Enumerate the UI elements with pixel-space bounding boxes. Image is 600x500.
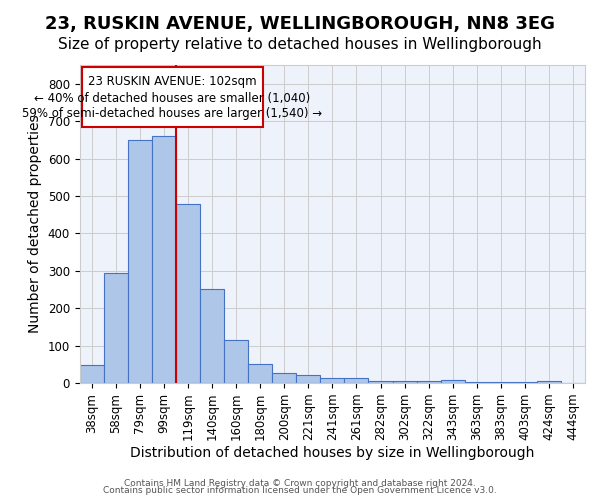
Text: Size of property relative to detached houses in Wellingborough: Size of property relative to detached ho… <box>58 38 542 52</box>
Bar <box>513 382 537 383</box>
Bar <box>248 364 272 383</box>
Bar <box>224 340 248 383</box>
X-axis label: Distribution of detached houses by size in Wellingborough: Distribution of detached houses by size … <box>130 446 535 460</box>
Y-axis label: Number of detached properties: Number of detached properties <box>28 114 42 334</box>
Bar <box>176 204 200 383</box>
Bar <box>272 372 296 383</box>
Bar <box>152 136 176 383</box>
Bar <box>416 381 440 383</box>
Bar <box>440 380 465 383</box>
Text: 23 RUSKIN AVENUE: 102sqm: 23 RUSKIN AVENUE: 102sqm <box>88 76 257 88</box>
Text: Contains HM Land Registry data © Crown copyright and database right 2024.: Contains HM Land Registry data © Crown c… <box>124 478 476 488</box>
Bar <box>82 67 263 126</box>
Bar <box>320 378 344 383</box>
Bar <box>537 381 561 383</box>
Bar <box>200 289 224 383</box>
Bar <box>392 381 416 383</box>
Text: 23, RUSKIN AVENUE, WELLINGBOROUGH, NN8 3EG: 23, RUSKIN AVENUE, WELLINGBOROUGH, NN8 3… <box>45 15 555 33</box>
Bar <box>296 375 320 383</box>
Bar <box>344 378 368 383</box>
Text: Contains public sector information licensed under the Open Government Licence v3: Contains public sector information licen… <box>103 486 497 495</box>
Bar <box>465 382 489 383</box>
Bar <box>80 365 104 383</box>
Text: ← 40% of detached houses are smaller (1,040): ← 40% of detached houses are smaller (1,… <box>34 92 311 104</box>
Bar <box>104 272 128 383</box>
Text: 59% of semi-detached houses are larger (1,540) →: 59% of semi-detached houses are larger (… <box>22 107 322 120</box>
Bar <box>489 382 513 383</box>
Bar <box>128 140 152 383</box>
Bar <box>368 381 392 383</box>
